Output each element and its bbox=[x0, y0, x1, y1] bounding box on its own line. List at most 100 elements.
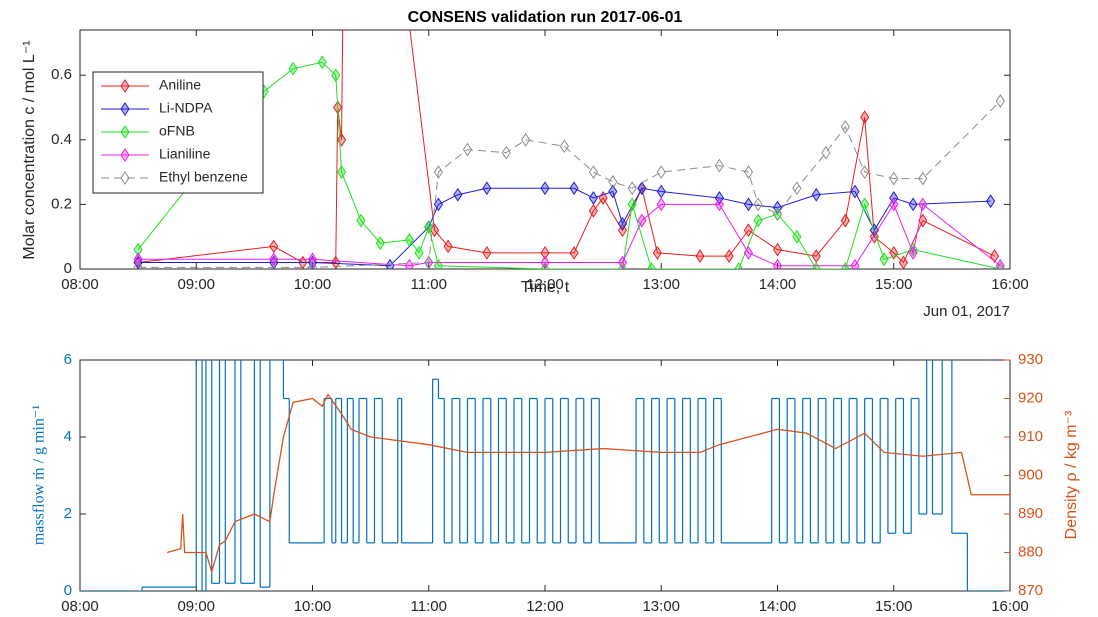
series-line bbox=[138, 203, 1001, 267]
x-tick-label: 16:00 bbox=[991, 598, 1029, 615]
x-tick-label: 13:00 bbox=[642, 598, 680, 615]
data-point bbox=[753, 213, 763, 228]
x-tick-label: 15:00 bbox=[875, 276, 913, 293]
data-point bbox=[860, 110, 870, 125]
data-point bbox=[840, 119, 850, 134]
x-tick-label: 16:00 bbox=[991, 276, 1029, 293]
y2-tick-label: 890 bbox=[1018, 505, 1043, 522]
data-point bbox=[307, 260, 318, 269]
y-axis-label: Molar concentration c / mol L⁻¹ bbox=[21, 40, 38, 259]
x-tick-label: 12:00 bbox=[526, 276, 564, 293]
legend-marker bbox=[120, 171, 130, 185]
data-point bbox=[540, 181, 550, 196]
x-tick-label: 09:00 bbox=[177, 598, 215, 615]
data-point bbox=[811, 187, 821, 202]
data-point bbox=[918, 171, 928, 186]
data-point bbox=[908, 245, 918, 260]
data-point bbox=[269, 252, 279, 267]
data-point bbox=[482, 245, 492, 260]
data-point bbox=[918, 197, 928, 212]
series-line bbox=[137, 61, 1001, 269]
data-point bbox=[860, 165, 870, 180]
data-point bbox=[269, 239, 279, 254]
data-point bbox=[637, 181, 647, 196]
series-line bbox=[138, 187, 991, 267]
data-point bbox=[840, 213, 850, 228]
data-point bbox=[637, 213, 647, 228]
data-point bbox=[743, 245, 754, 260]
data-point bbox=[540, 245, 550, 260]
data-point bbox=[404, 258, 414, 269]
x-axis-label: Time, t bbox=[521, 279, 570, 296]
y2-tick-label: 880 bbox=[1018, 543, 1043, 560]
data-point bbox=[336, 165, 347, 180]
data-point bbox=[462, 142, 473, 157]
y-tick-label: 2 bbox=[64, 505, 72, 522]
data-point bbox=[453, 187, 463, 202]
series-line bbox=[138, 100, 1001, 268]
y-tick-label: 0.4 bbox=[51, 131, 72, 148]
data-point bbox=[724, 249, 734, 263]
x-tick-label: 10:00 bbox=[294, 598, 332, 615]
data-point bbox=[375, 236, 385, 251]
legend-label: Aniline bbox=[159, 77, 201, 93]
data-point bbox=[501, 145, 511, 160]
data-point bbox=[646, 262, 657, 269]
y2-tick-label: 910 bbox=[1018, 428, 1043, 445]
data-point bbox=[133, 260, 143, 269]
x-tick-label: 08:00 bbox=[61, 276, 99, 293]
data-point bbox=[743, 223, 754, 238]
data-point bbox=[695, 249, 705, 263]
series-line bbox=[167, 393, 1010, 575]
y2-tick-label: 900 bbox=[1018, 466, 1043, 483]
data-point bbox=[288, 61, 298, 76]
x-tick-label: 13:00 bbox=[642, 276, 680, 293]
x-tick-label: 11:00 bbox=[411, 276, 447, 293]
data-point bbox=[995, 258, 1005, 269]
data-point bbox=[652, 245, 662, 260]
data-point bbox=[540, 255, 550, 269]
legend-label: Ethyl benzene bbox=[159, 169, 248, 185]
data-point bbox=[889, 197, 899, 212]
data-point bbox=[879, 252, 889, 267]
y2-tick-label: 920 bbox=[1018, 389, 1043, 406]
y-tick-label: 0.6 bbox=[51, 66, 72, 83]
data-point bbox=[753, 197, 763, 212]
data-point bbox=[656, 165, 666, 180]
data-point bbox=[433, 165, 444, 180]
data-point bbox=[860, 197, 870, 212]
data-point bbox=[986, 194, 996, 209]
data-point bbox=[433, 258, 444, 269]
legend-label: oFNB bbox=[159, 123, 195, 139]
data-point bbox=[482, 181, 492, 196]
data-point bbox=[898, 255, 909, 269]
data-point bbox=[133, 252, 143, 267]
data-point bbox=[540, 262, 550, 269]
data-point bbox=[869, 223, 879, 238]
data-point bbox=[307, 252, 318, 267]
legend-marker bbox=[120, 102, 130, 116]
data-point bbox=[821, 145, 831, 160]
data-point bbox=[404, 233, 414, 247]
data-point bbox=[133, 242, 143, 257]
y2-tick-label: 870 bbox=[1018, 582, 1043, 599]
data-point bbox=[792, 181, 802, 196]
data-point bbox=[850, 184, 860, 199]
data-point bbox=[656, 184, 666, 199]
legend-marker bbox=[120, 125, 130, 139]
y2-tick-label: 930 bbox=[1018, 351, 1043, 368]
y-axis-label: massflow ṁ / g min⁻¹ bbox=[31, 405, 48, 546]
data-point bbox=[433, 197, 444, 212]
y-tick-label: 0.2 bbox=[51, 195, 72, 212]
data-point bbox=[714, 197, 724, 212]
data-point bbox=[743, 165, 754, 180]
data-point bbox=[617, 216, 628, 231]
x-tick-label: 10:00 bbox=[294, 276, 332, 293]
legend-label: Li-NDPA bbox=[159, 100, 213, 116]
data-point bbox=[850, 258, 860, 269]
data-point bbox=[627, 181, 637, 196]
data-point bbox=[559, 139, 569, 154]
x-tick-label: 08:00 bbox=[61, 598, 99, 615]
x-tick-label: 15:00 bbox=[875, 598, 913, 615]
